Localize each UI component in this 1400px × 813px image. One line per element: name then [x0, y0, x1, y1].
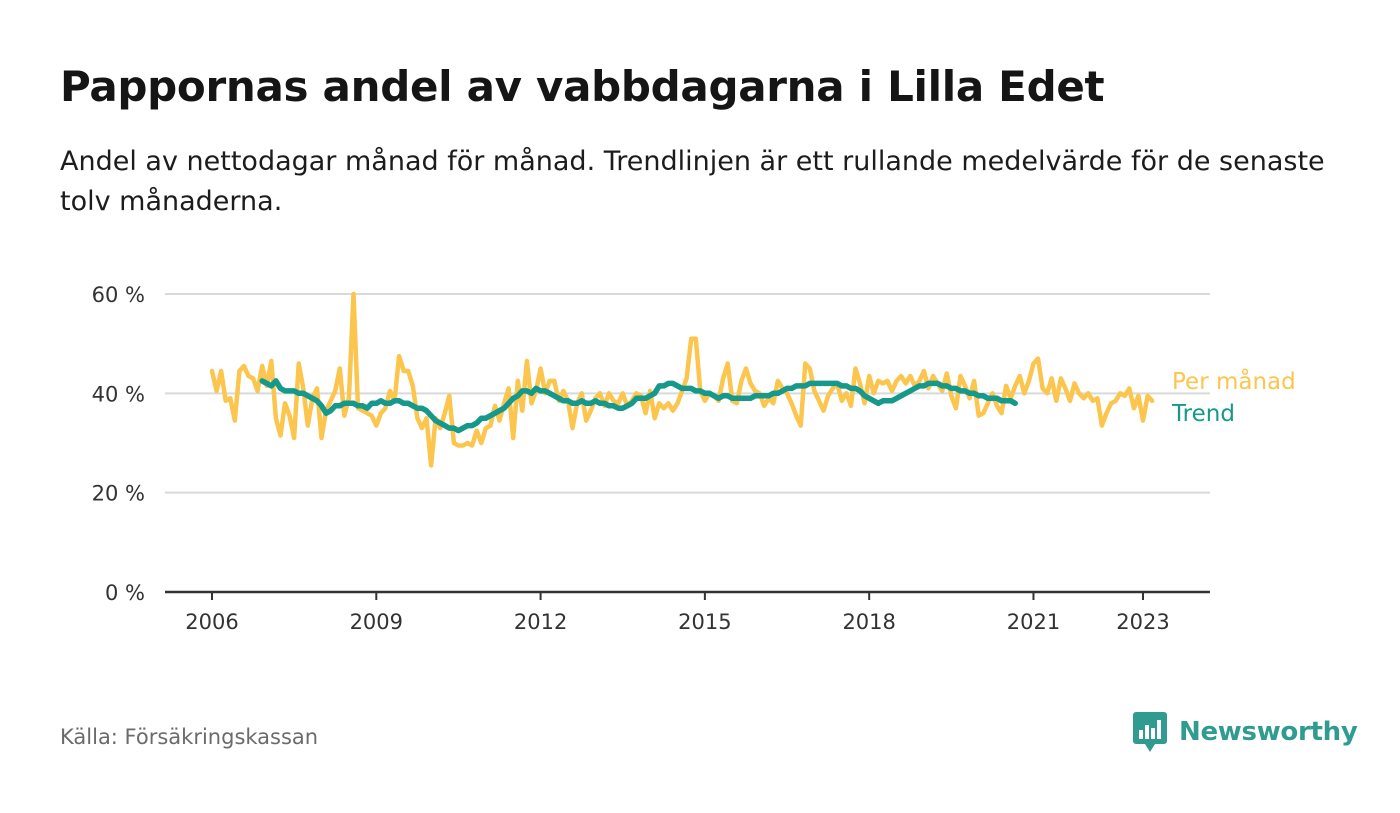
line-chart: 0 % 20 % 40 % 60 % 2006 2009 2012 2015 2018 2021…	[92, 283, 1296, 634]
brand-name: Newsworthy	[1179, 717, 1358, 747]
series-line-monthly	[209, 291, 1155, 468]
newsworthy-bar-chart-icon	[1133, 712, 1167, 752]
x-tick-label: 2018	[842, 610, 895, 634]
x-tick-label: 2021	[1007, 610, 1060, 634]
y-tick-label: 40 %	[92, 382, 145, 406]
series-label-trend: Trend	[1171, 401, 1235, 427]
series-label-monthly: Per månad	[1172, 367, 1296, 395]
y-tick-label: 20 %	[92, 482, 145, 506]
x-tick-label: 2012	[514, 610, 567, 634]
y-tick-label: 0 %	[105, 581, 145, 605]
y-tick-labels: 0 % 20 % 40 % 60 %	[92, 283, 145, 605]
x-tick-label: 2006	[185, 610, 238, 634]
x-tick-label: 2023	[1116, 610, 1169, 634]
newsworthy-logo[interactable]: Newsworthy	[1133, 712, 1358, 752]
series-labels: Per månad Trend	[1171, 367, 1296, 427]
y-tick-label: 60 %	[92, 283, 145, 307]
source-note: Källa: Försäkringskassan	[60, 725, 319, 749]
x-tick-labels: 2006 2009 2012 2015 2018 2021 2023	[185, 610, 1169, 634]
grid-lines	[165, 293, 1210, 600]
x-tick-label: 2015	[678, 610, 731, 634]
chart-subtitle: Andel av nettodagar månad för månad. Tre…	[60, 146, 1325, 217]
chart-title: Pappornas andel av vabbdagarna i Lilla E…	[60, 62, 1105, 111]
series-lines	[209, 291, 1155, 468]
series-line-trend	[259, 378, 1018, 434]
x-tick-label: 2009	[350, 610, 403, 634]
